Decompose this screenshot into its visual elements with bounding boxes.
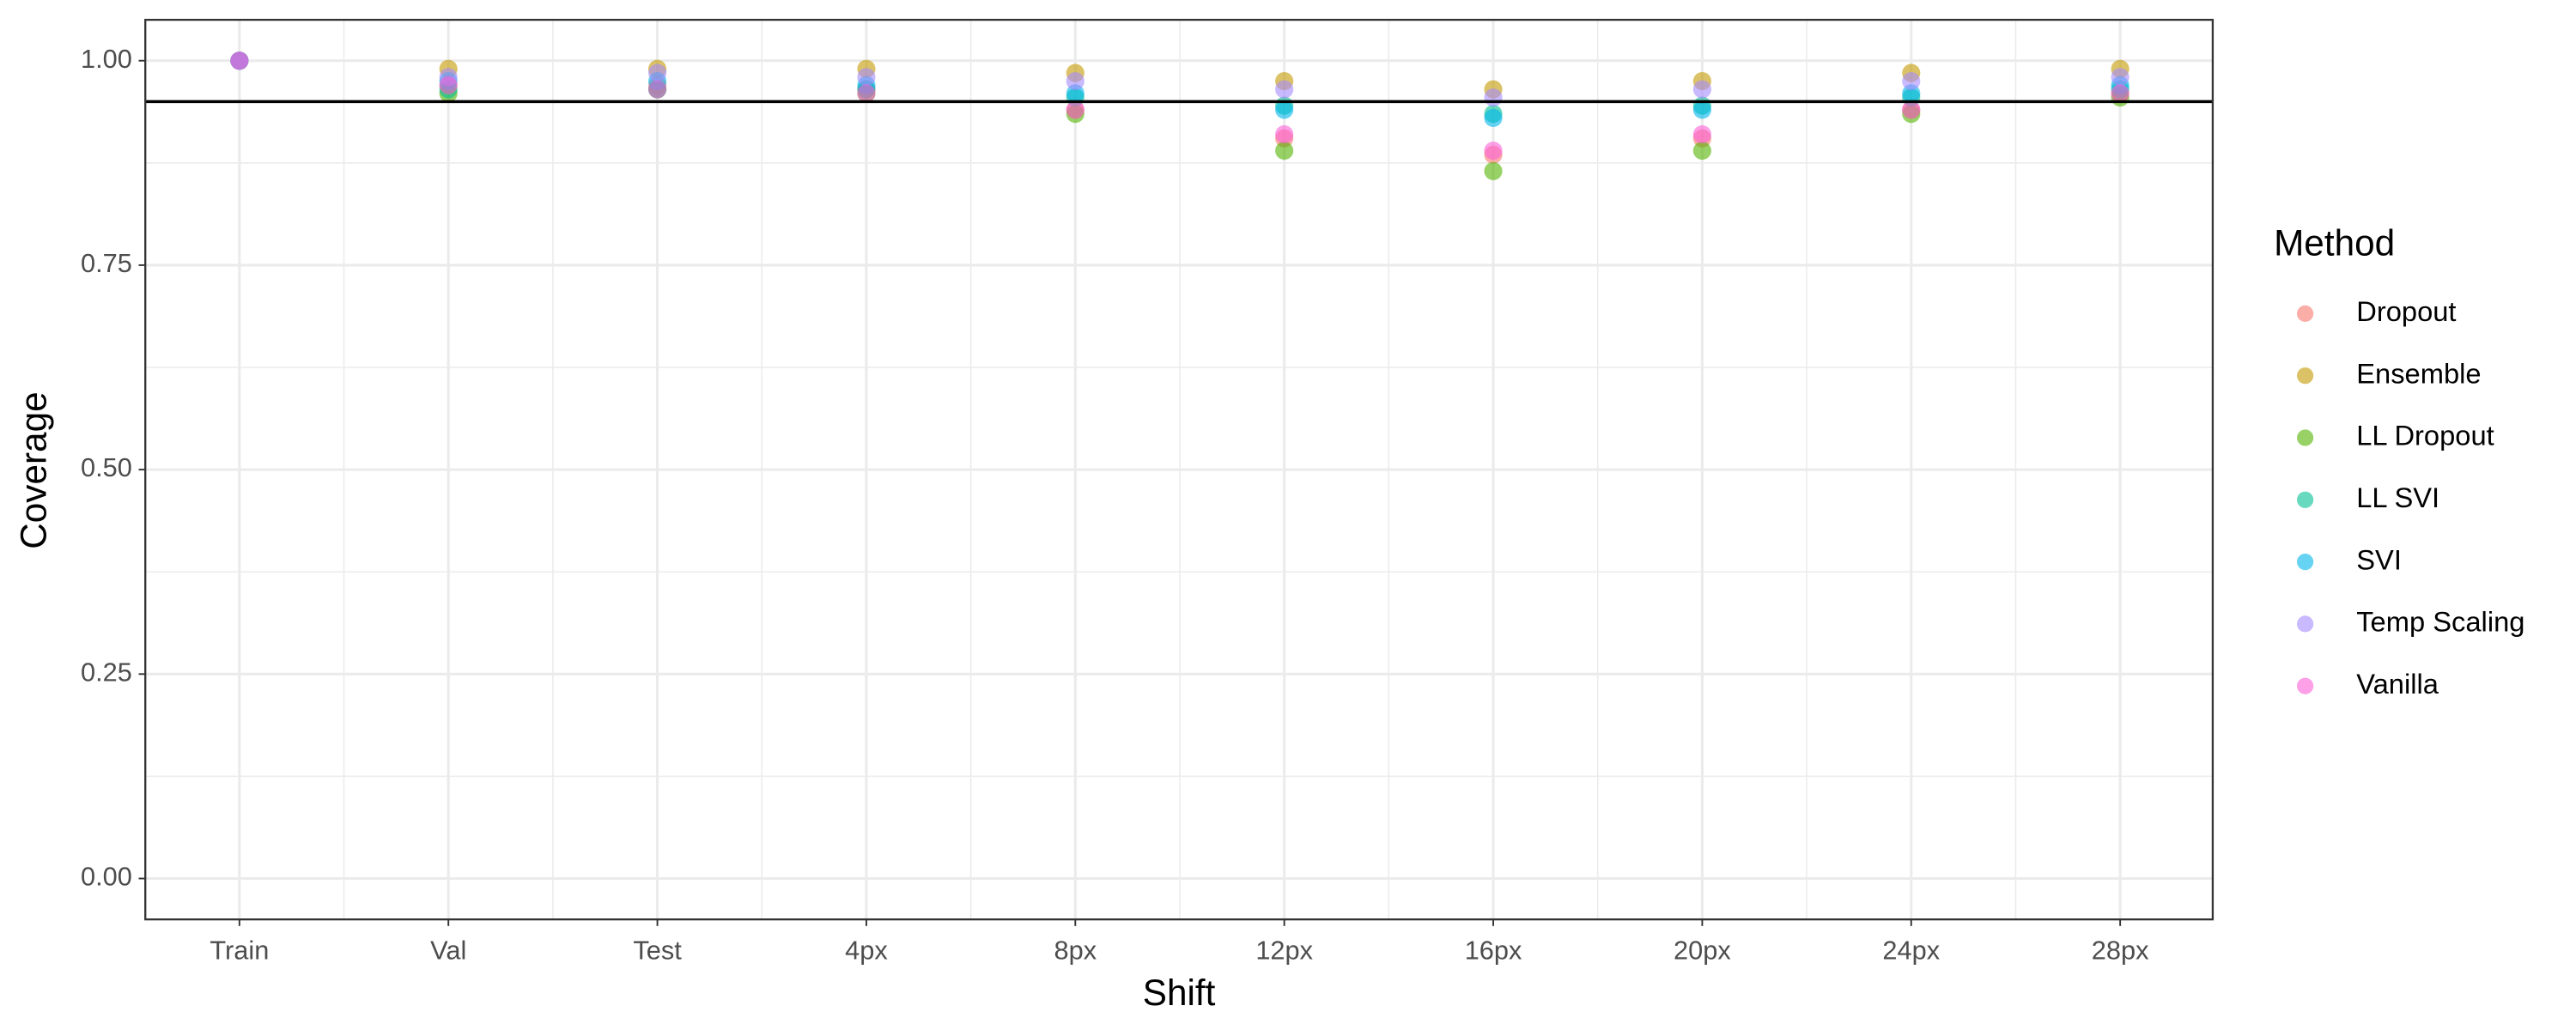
plot-border: [144, 18, 2215, 921]
point: [1275, 124, 1294, 144]
point: [857, 68, 876, 87]
point: [1275, 80, 1294, 99]
legend-label: SVI: [2356, 543, 2402, 575]
legend-marker: [2297, 429, 2314, 446]
point: [230, 52, 249, 70]
point: [1692, 124, 1711, 144]
legend-label: LL Dropout: [2356, 420, 2494, 451]
x-tick-label: 12px: [1255, 936, 1313, 966]
point: [439, 76, 458, 94]
point: [1484, 88, 1503, 107]
y-tick-label: 0.75: [81, 248, 132, 278]
y-tick-label: 0.50: [81, 452, 132, 482]
point: [648, 64, 667, 82]
legend-marker: [2297, 615, 2314, 633]
legend-marker: [2297, 677, 2314, 694]
x-tick-label: 24px: [1882, 936, 1940, 966]
legend-label: Vanilla: [2356, 668, 2439, 700]
x-tick-label: 8px: [1054, 936, 1097, 966]
x-tick-label: 4px: [845, 936, 888, 966]
point: [1692, 100, 1711, 119]
legend-label: Temp Scaling: [2356, 606, 2524, 638]
legend-title: Method: [2274, 223, 2395, 264]
point: [1692, 141, 1711, 161]
x-tick-label: 28px: [2092, 936, 2149, 966]
x-tick-label: 20px: [1674, 936, 1731, 966]
point: [648, 80, 667, 99]
point: [1484, 141, 1503, 161]
point: [1692, 80, 1711, 99]
legend-marker: [2297, 491, 2314, 508]
legend-marker: [2297, 367, 2314, 385]
point: [1066, 71, 1084, 91]
legend-label: Ensemble: [2356, 357, 2481, 389]
legend-label: LL SVI: [2356, 482, 2439, 513]
legend-marker: [2297, 554, 2314, 571]
x-tick-label: Test: [633, 936, 682, 966]
point: [1275, 100, 1294, 119]
y-tick-label: 1.00: [81, 44, 132, 74]
point: [2111, 84, 2129, 103]
x-tick-label: Train: [210, 936, 269, 966]
point: [1484, 108, 1503, 127]
legend-marker: [2297, 305, 2314, 322]
x-tick-label: Val: [430, 936, 466, 966]
legend-label: Dropout: [2356, 295, 2456, 327]
point: [1902, 100, 1921, 119]
point: [1275, 141, 1294, 161]
point: [1902, 71, 1921, 91]
point: [1066, 100, 1084, 119]
x-axis-title: Shift: [1143, 972, 1216, 1013]
y-axis-title: Coverage: [13, 391, 53, 548]
y-tick-label: 0.25: [81, 657, 132, 687]
y-tick-label: 0.00: [81, 862, 132, 892]
point: [1484, 161, 1503, 180]
point: [857, 84, 876, 103]
x-tick-label: 16px: [1465, 936, 1522, 966]
point: [2111, 68, 2129, 87]
